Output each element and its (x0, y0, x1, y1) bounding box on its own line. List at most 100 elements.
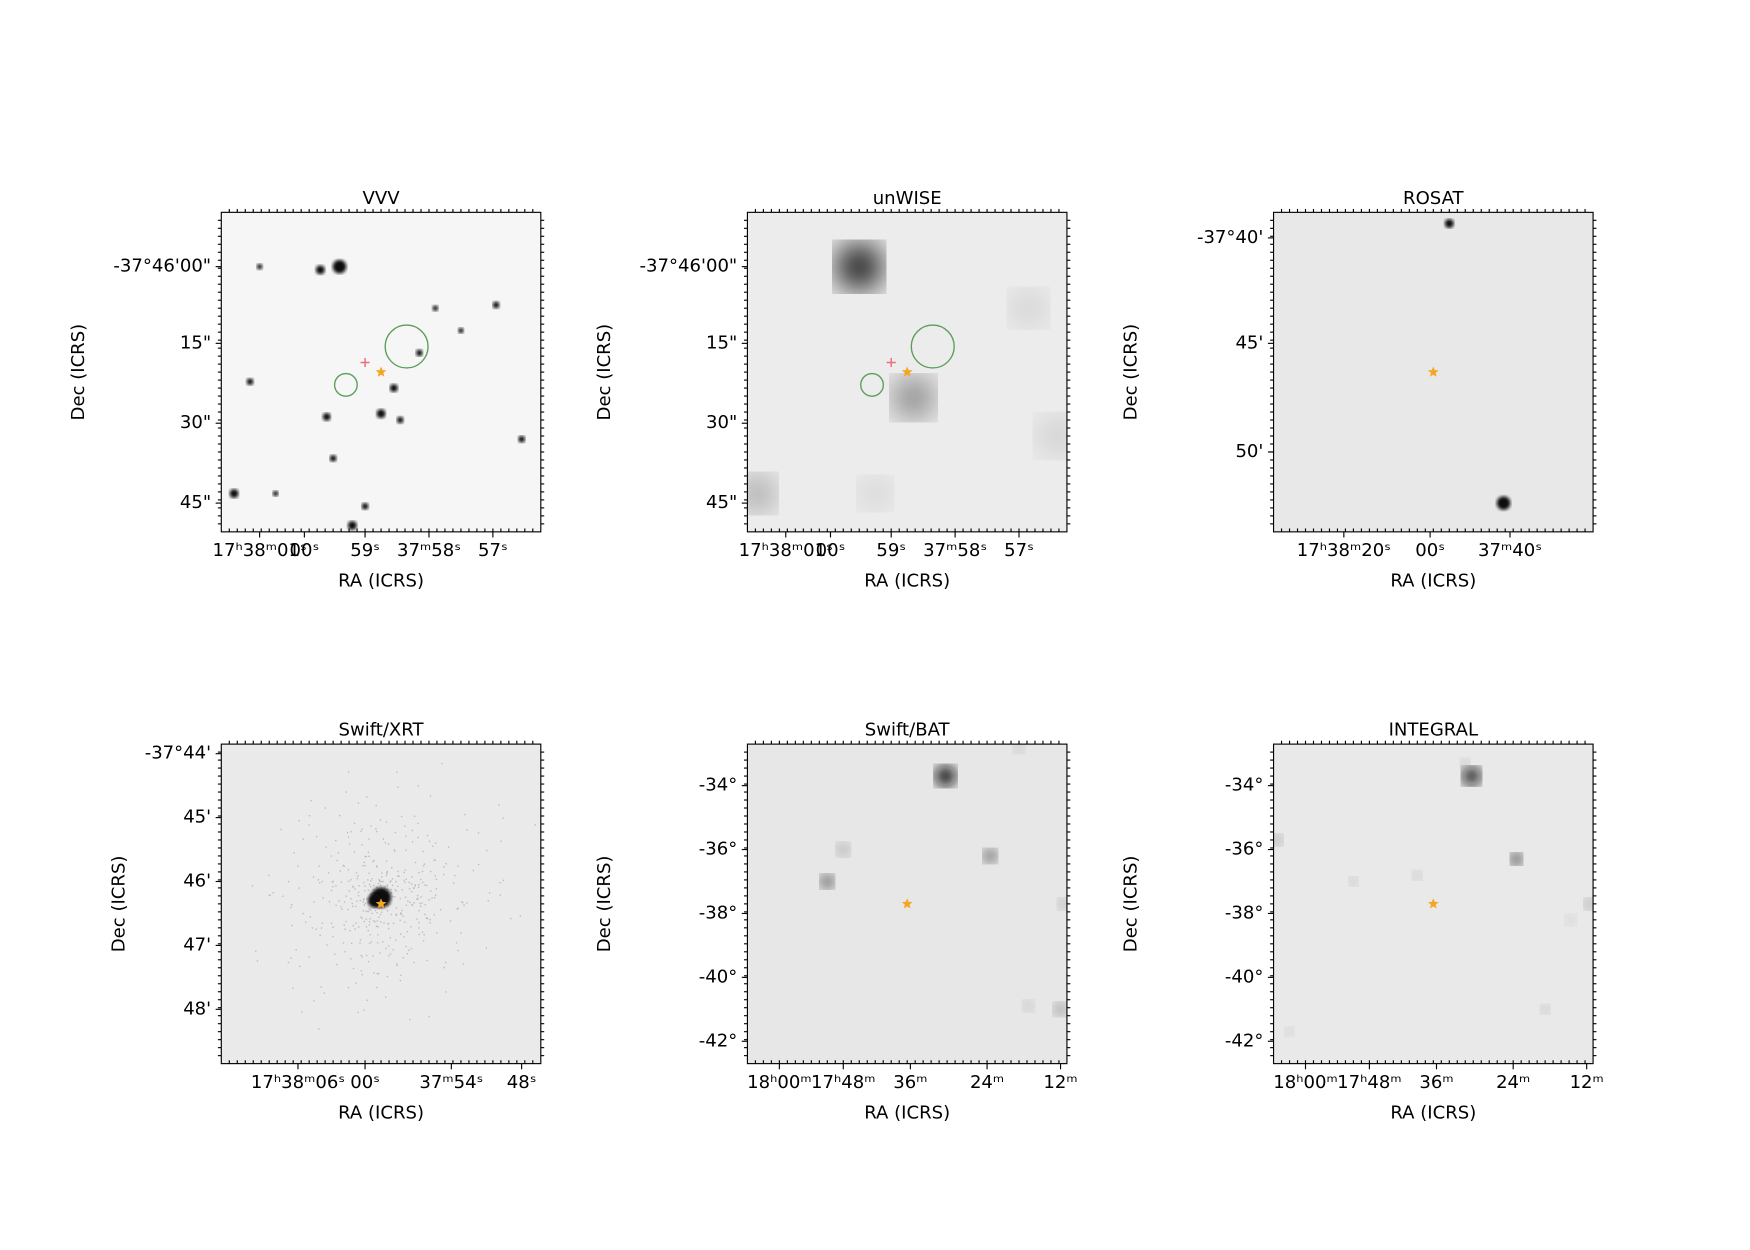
x-axis-label: RA (ICRS) (1390, 1102, 1476, 1123)
x-tick-label: 18ʰ00ᵐ (747, 1072, 811, 1093)
source (1023, 1000, 1034, 1011)
source (859, 478, 891, 510)
photon (308, 956, 309, 957)
photon (396, 772, 397, 773)
photon (350, 879, 351, 880)
photon (422, 882, 423, 883)
photon (406, 879, 407, 880)
sky-image (1274, 212, 1594, 532)
source (1445, 219, 1454, 228)
photon (397, 786, 398, 787)
x-tick-label: 59ˢ (876, 540, 906, 561)
source (257, 264, 263, 270)
photon (268, 875, 269, 876)
photon (426, 885, 427, 886)
photon (417, 898, 418, 899)
photon (466, 829, 467, 830)
source (1011, 290, 1047, 326)
photon (445, 863, 446, 864)
x-tick-label: 37ᵐ54ˢ (419, 1072, 483, 1093)
photon (318, 865, 319, 866)
photon (352, 903, 353, 904)
photon (344, 928, 345, 929)
photon (421, 902, 422, 903)
source (1037, 416, 1078, 457)
photon (291, 925, 292, 926)
y-tick-label: 30" (706, 412, 737, 433)
photon (324, 992, 325, 993)
y-axis-label: Dec (ICRS) (594, 324, 615, 421)
photon (381, 876, 382, 877)
panel-title: ROSAT (1403, 188, 1464, 209)
photon (405, 836, 406, 837)
photon (344, 924, 345, 925)
photon (423, 865, 424, 866)
photon (458, 950, 459, 951)
photon (414, 816, 415, 817)
y-tick-label: 30" (180, 412, 211, 433)
photon (404, 869, 405, 870)
photon (354, 851, 355, 852)
photon (360, 955, 361, 956)
photon (424, 884, 425, 885)
photon (362, 865, 363, 866)
photon (440, 909, 441, 910)
x-tick-label: 00ˢ (816, 540, 846, 561)
photon (466, 902, 467, 903)
y-tick-label: 45" (180, 492, 211, 513)
photon (344, 901, 345, 902)
photon (398, 875, 399, 876)
photon (269, 894, 270, 895)
photon (392, 878, 393, 879)
photon (350, 898, 351, 899)
photon (396, 963, 397, 964)
photon (313, 1000, 314, 1001)
photon (391, 914, 392, 915)
photon (385, 948, 386, 949)
panel: 18ʰ00ᵐ 17ʰ48ᵐ 36ᵐ 24ᵐ 12ᵐ-34°-36°-38°-40°-42… (594, 720, 1077, 1124)
panel: 17ʰ38ᵐ01ˢ00ˢ 59ˢ 37ᵐ58ˢ 57ˢ-37°46'00"15"30"… (68, 188, 544, 592)
x-tick-label: 00ˢ (350, 1072, 380, 1093)
photon (368, 852, 369, 853)
y-tick-label: 45' (1235, 332, 1263, 353)
photon (500, 882, 501, 883)
photon (369, 943, 370, 944)
photon (363, 1009, 364, 1010)
photon (413, 902, 414, 903)
photon (358, 1012, 359, 1013)
y-tick-label: -37°46'00" (113, 256, 211, 277)
y-tick-label: -34° (1225, 775, 1264, 796)
photon (350, 831, 351, 832)
photon (404, 826, 405, 827)
photon (373, 972, 374, 973)
panel: 17ʰ38ᵐ20ˢ 00ˢ 37ᵐ40ˢ-37°40'45'50'ROSATRA (… (1120, 188, 1596, 592)
source (433, 305, 439, 311)
photon (486, 850, 487, 851)
photon (368, 961, 369, 962)
photon (423, 940, 424, 941)
x-tick-label: 36ᵐ (893, 1072, 927, 1093)
photon (252, 885, 253, 886)
photon (393, 923, 394, 924)
photon (341, 909, 342, 910)
source (247, 378, 254, 385)
photon (377, 942, 378, 943)
photon (413, 962, 414, 963)
source (493, 302, 500, 309)
photon (360, 831, 361, 832)
photon (376, 805, 377, 806)
photon (390, 903, 391, 904)
photon (356, 901, 357, 902)
photon (329, 901, 330, 902)
photon (361, 970, 362, 971)
photon (355, 982, 356, 983)
x-tick-label: 00ˢ (290, 540, 320, 561)
photon (332, 927, 333, 928)
photon (400, 975, 401, 976)
source (362, 503, 369, 510)
photon (418, 922, 419, 923)
photon (463, 964, 464, 965)
photon (411, 948, 412, 949)
source (935, 766, 955, 786)
photon (460, 932, 461, 933)
